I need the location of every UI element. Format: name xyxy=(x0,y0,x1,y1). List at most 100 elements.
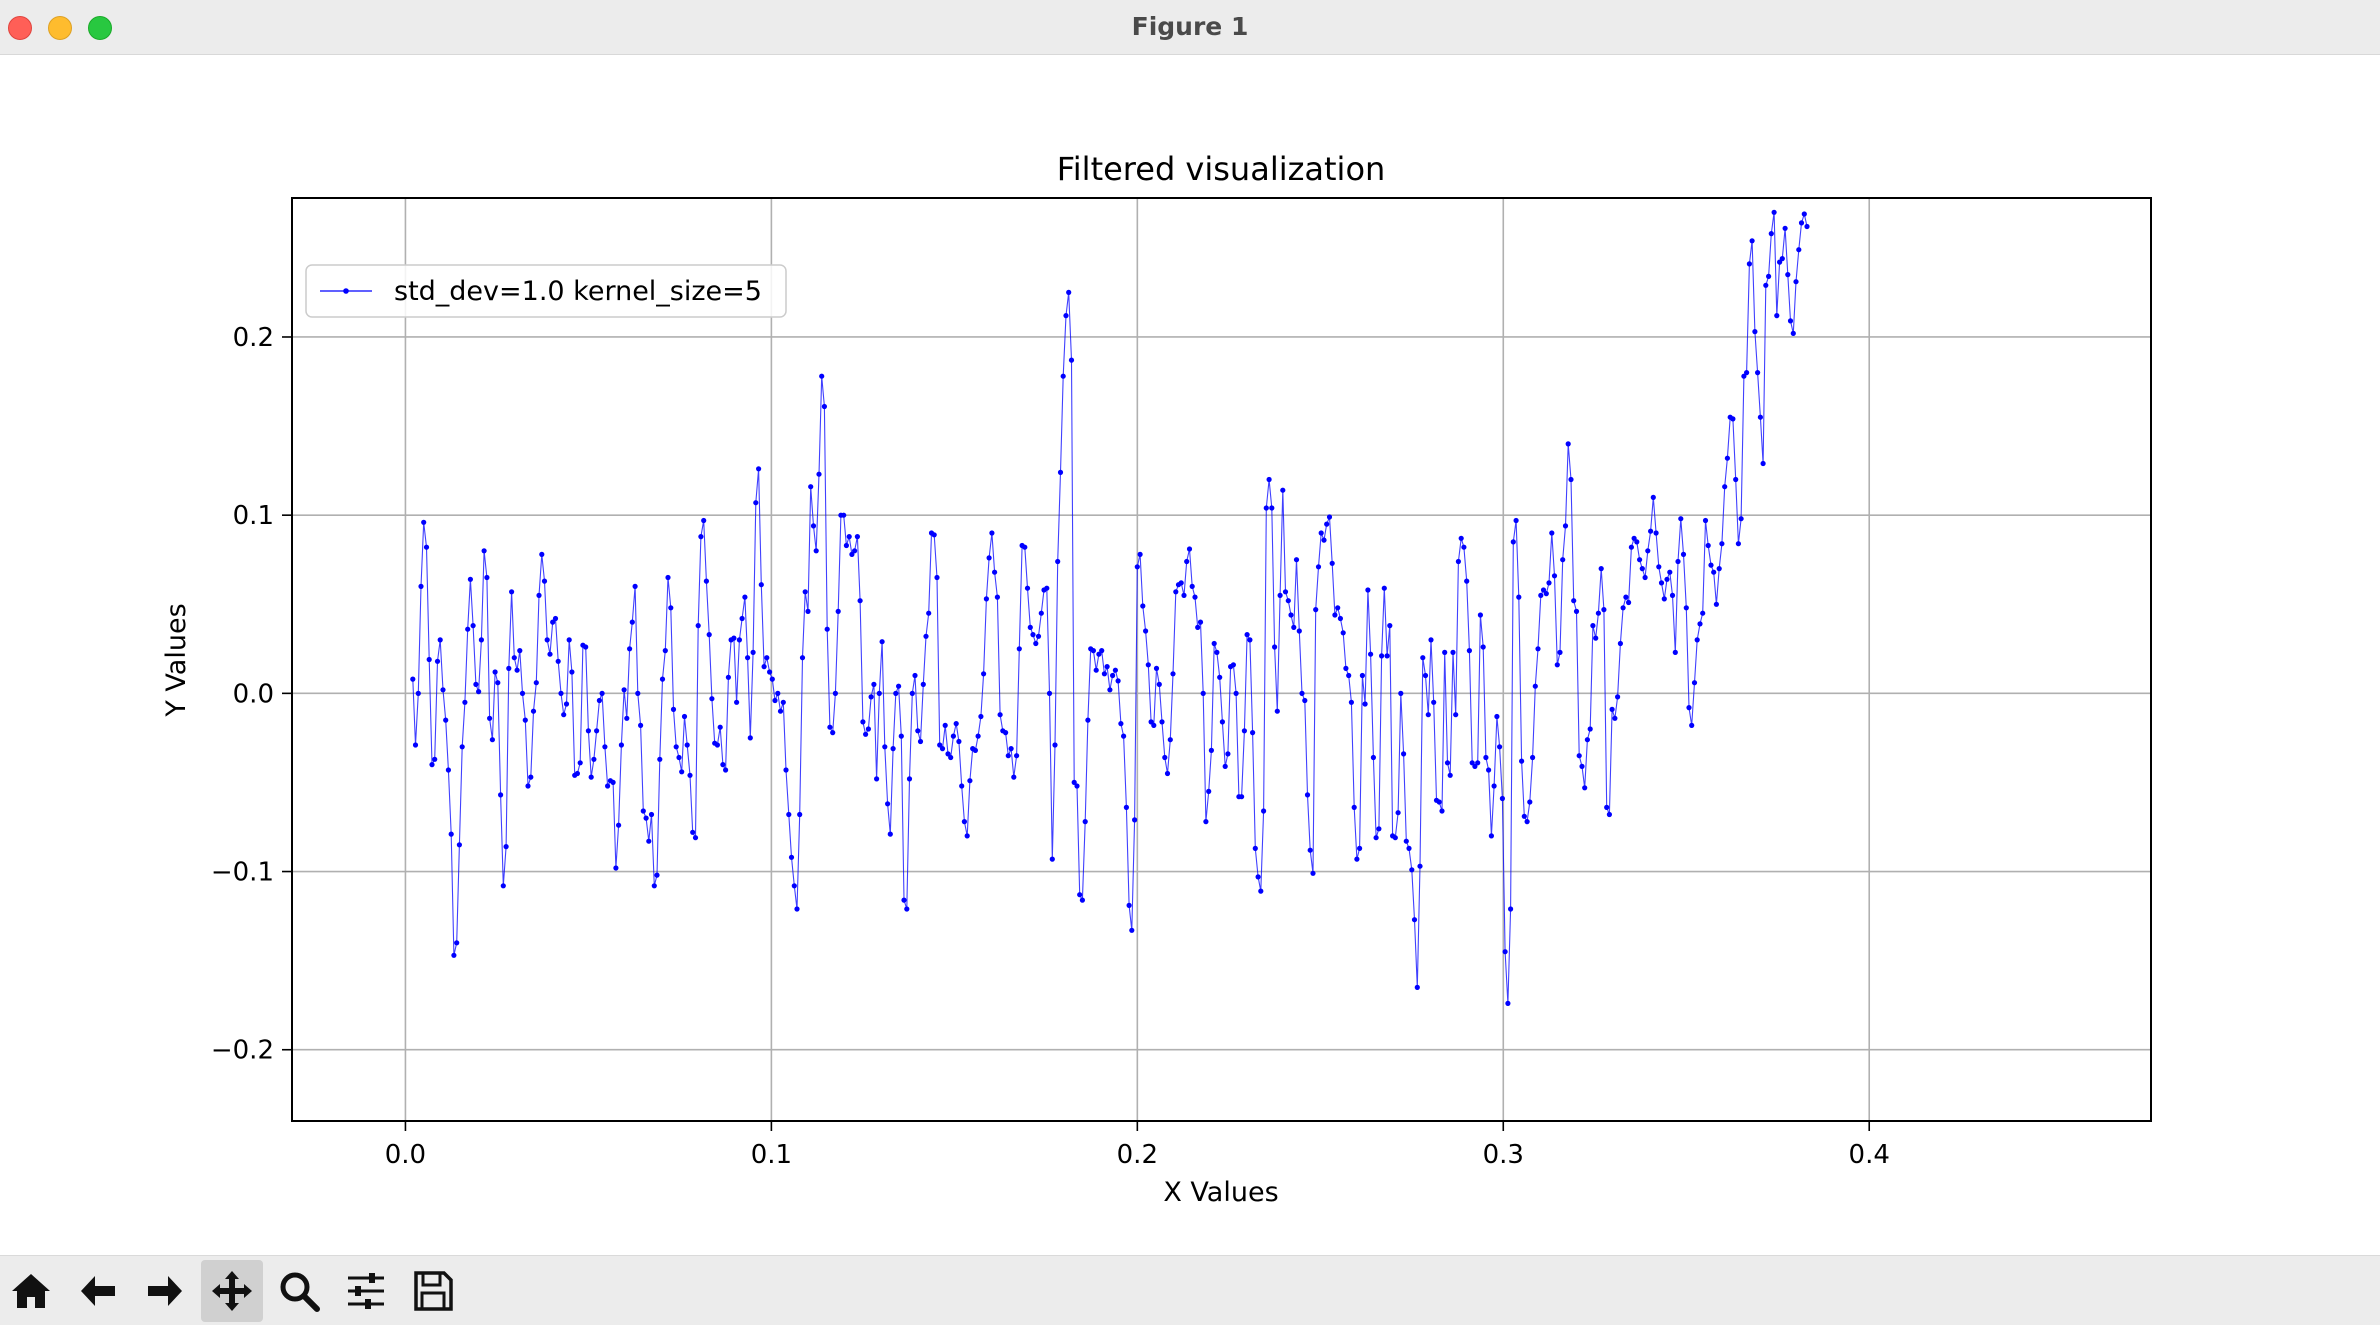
data-point xyxy=(1189,583,1195,590)
data-point xyxy=(522,717,528,723)
data-point xyxy=(1796,247,1802,253)
data-point xyxy=(613,865,619,871)
data-point xyxy=(1790,330,1796,336)
data-point xyxy=(440,687,446,693)
data-point xyxy=(1609,706,1615,713)
data-point xyxy=(1771,209,1777,215)
home-tool-button[interactable] xyxy=(0,1260,62,1322)
data-point xyxy=(423,544,430,550)
configure-subplots-tool-button[interactable] xyxy=(335,1260,397,1322)
data-point xyxy=(1115,678,1121,684)
data-point xyxy=(1211,640,1217,647)
data-point xyxy=(1519,758,1525,764)
data-point xyxy=(1055,558,1061,565)
data-point xyxy=(1475,760,1481,766)
data-point xyxy=(1143,628,1149,634)
close-window-button[interactable] xyxy=(8,16,32,40)
data-point xyxy=(846,534,852,540)
data-point xyxy=(1406,845,1412,852)
data-point xyxy=(1348,699,1354,705)
data-point xyxy=(690,829,696,835)
data-point xyxy=(1310,870,1316,876)
data-point xyxy=(1379,653,1385,659)
data-point xyxy=(791,883,797,889)
data-point xyxy=(1568,476,1574,483)
y-tick-label: 0.2 xyxy=(233,323,274,353)
data-point xyxy=(931,532,937,538)
x-tick-label: 0.2 xyxy=(1117,1140,1158,1170)
data-point xyxy=(1035,633,1042,639)
data-point xyxy=(904,906,910,912)
data-point xyxy=(1049,856,1055,862)
data-point xyxy=(665,574,671,581)
data-point xyxy=(882,744,888,750)
data-point xyxy=(1126,902,1132,909)
data-point xyxy=(679,769,685,775)
back-arrow-tool-button[interactable] xyxy=(67,1260,129,1322)
data-point xyxy=(467,576,473,582)
data-point xyxy=(1436,799,1442,805)
data-point xyxy=(1513,517,1519,524)
data-point xyxy=(1798,220,1805,226)
data-point xyxy=(632,583,638,590)
data-point xyxy=(1173,589,1179,595)
series-line xyxy=(412,211,1808,1004)
data-point xyxy=(1620,605,1626,611)
data-point xyxy=(1255,874,1261,880)
data-point xyxy=(1656,564,1662,570)
save-floppy-tool-button[interactable] xyxy=(402,1260,464,1322)
zoom-magnifier-tool-button[interactable] xyxy=(268,1260,330,1322)
data-point xyxy=(1683,605,1689,611)
data-point xyxy=(767,669,773,675)
data-point xyxy=(1497,744,1503,750)
data-point xyxy=(1214,649,1220,656)
data-point xyxy=(1768,231,1774,237)
data-point xyxy=(1107,687,1113,693)
data-point xyxy=(1296,628,1302,634)
data-point xyxy=(511,655,517,661)
data-point xyxy=(777,708,784,714)
data-point xyxy=(429,762,435,768)
data-point xyxy=(1192,594,1198,600)
data-point xyxy=(503,844,509,850)
data-point xyxy=(1280,487,1286,493)
navigation-toolbar xyxy=(0,1255,2380,1325)
data-point xyxy=(454,940,460,946)
data-point xyxy=(893,690,899,697)
data-point xyxy=(591,756,597,762)
minimize-window-button[interactable] xyxy=(48,16,72,40)
data-point xyxy=(1549,530,1555,536)
data-point xyxy=(1337,615,1343,622)
data-point xyxy=(434,658,441,664)
data-point xyxy=(1562,523,1569,529)
data-point xyxy=(978,713,984,720)
data-point xyxy=(1414,984,1420,991)
data-point xyxy=(901,897,907,903)
data-point xyxy=(1615,694,1621,700)
data-point xyxy=(780,699,786,705)
data-point xyxy=(939,746,946,752)
figure-canvas: Filtered visualization X Values Y Values… xyxy=(0,55,2380,1255)
data-point xyxy=(437,637,443,643)
data-point xyxy=(577,760,583,766)
pan-move-tool-button[interactable] xyxy=(201,1260,263,1322)
data-point xyxy=(706,632,712,638)
data-point xyxy=(906,776,913,782)
data-point xyxy=(835,608,841,615)
data-point xyxy=(841,512,847,518)
data-point xyxy=(1595,610,1601,616)
data-point xyxy=(1738,516,1744,522)
data-point xyxy=(1675,558,1681,565)
forward-arrow-tool-button[interactable] xyxy=(134,1260,196,1322)
data-point xyxy=(1477,612,1483,618)
y-tick-label: 0.1 xyxy=(233,501,274,531)
data-point xyxy=(509,589,515,595)
data-point xyxy=(566,637,572,643)
data-point xyxy=(448,831,454,837)
data-point xyxy=(1401,751,1407,757)
data-point xyxy=(1340,630,1346,636)
data-point xyxy=(1650,494,1656,500)
data-point xyxy=(1307,847,1313,853)
maximize-window-button[interactable] xyxy=(88,16,112,40)
data-point xyxy=(1230,662,1236,668)
